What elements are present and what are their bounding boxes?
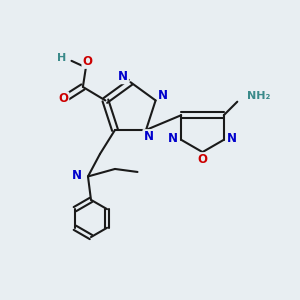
Text: O: O [82, 55, 92, 68]
Text: H: H [57, 53, 66, 63]
Text: N: N [143, 130, 153, 143]
Text: NH₂: NH₂ [247, 91, 270, 101]
Text: N: N [72, 169, 82, 182]
Text: O: O [58, 92, 68, 105]
Text: N: N [168, 132, 178, 145]
Text: O: O [197, 153, 208, 166]
Text: N: N [158, 88, 168, 101]
Text: N: N [118, 70, 128, 83]
Text: N: N [227, 132, 237, 145]
